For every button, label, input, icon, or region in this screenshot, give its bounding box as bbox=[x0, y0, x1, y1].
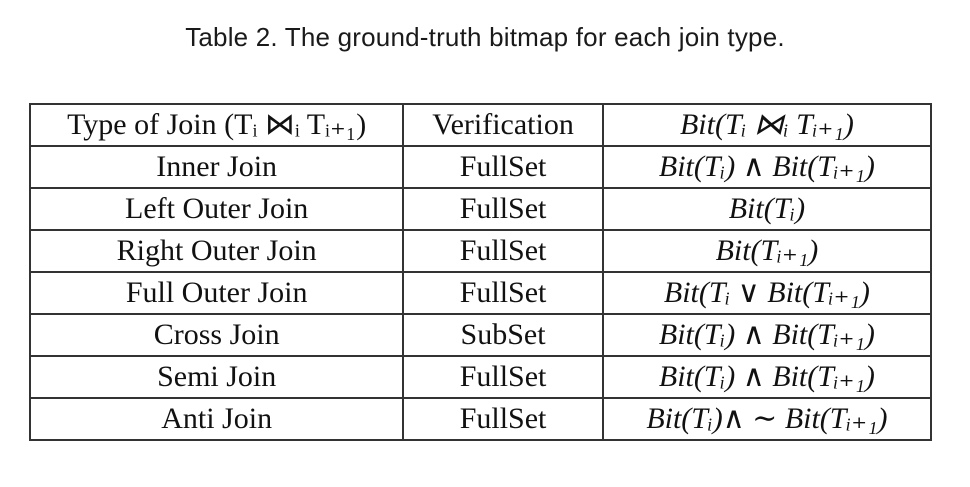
join-type-cell: Anti Join bbox=[28, 397, 405, 441]
verification-cell: FullSet bbox=[402, 271, 604, 315]
join-type-cell: Semi Join bbox=[28, 355, 405, 399]
table-row: Right Outer Join FullSet Bit(Tᵢ₊₁) bbox=[28, 229, 933, 273]
table-header-row: Type of Join (Tᵢ ⋈ᵢ Tᵢ₊₁) Verification B… bbox=[28, 103, 933, 147]
bitmap-cell: Bit(Tᵢ ∨ Bit(Tᵢ₊₁) bbox=[601, 271, 933, 315]
table-row: Inner Join FullSet Bit(Tᵢ) ∧ Bit(Tᵢ₊₁) bbox=[28, 145, 933, 189]
table-row: Full Outer Join FullSet Bit(Tᵢ ∨ Bit(Tᵢ₊… bbox=[28, 271, 933, 315]
verification-cell: FullSet bbox=[402, 355, 604, 399]
verification-cell: FullSet bbox=[402, 397, 604, 441]
join-type-cell: Right Outer Join bbox=[28, 229, 405, 273]
bitmap-cell: Bit(Tᵢ) ∧ Bit(Tᵢ₊₁) bbox=[601, 145, 933, 189]
join-type-cell: Inner Join bbox=[28, 145, 405, 189]
bitmap-cell: Bit(Tᵢ) ∧ Bit(Tᵢ₊₁) bbox=[601, 355, 933, 399]
verification-cell: FullSet bbox=[402, 187, 604, 231]
table-caption: Table 2. The ground-truth bitmap for eac… bbox=[185, 22, 785, 52]
bitmap-cell: Bit(Tᵢ) bbox=[601, 187, 933, 231]
bitmap-cell: Bit(Tᵢ)∧ ∼ Bit(Tᵢ₊₁) bbox=[601, 397, 933, 441]
join-bitmap-table: Type of Join (Tᵢ ⋈ᵢ Tᵢ₊₁) Verification B… bbox=[28, 103, 933, 441]
bitmap-cell: Bit(Tᵢ) ∧ Bit(Tᵢ₊₁) bbox=[601, 313, 933, 357]
table-row: Anti Join FullSet Bit(Tᵢ)∧ ∼ Bit(Tᵢ₊₁) bbox=[28, 397, 933, 441]
header-bitmap: Bit(Tᵢ ⋈ᵢ Tᵢ₊₁) bbox=[601, 103, 933, 147]
bitmap-cell: Bit(Tᵢ₊₁) bbox=[601, 229, 933, 273]
verification-cell: SubSet bbox=[402, 313, 604, 357]
table-row: Left Outer Join FullSet Bit(Tᵢ) bbox=[28, 187, 933, 231]
join-type-cell: Left Outer Join bbox=[28, 187, 405, 231]
join-type-cell: Full Outer Join bbox=[28, 271, 405, 315]
header-verification: Verification bbox=[402, 103, 604, 147]
header-type-of-join: Type of Join (Tᵢ ⋈ᵢ Tᵢ₊₁) bbox=[28, 103, 405, 147]
verification-cell: FullSet bbox=[402, 229, 604, 273]
verification-cell: FullSet bbox=[402, 145, 604, 189]
table-row: Semi Join FullSet Bit(Tᵢ) ∧ Bit(Tᵢ₊₁) bbox=[28, 355, 933, 399]
join-type-cell: Cross Join bbox=[28, 313, 405, 357]
table-row: Cross Join SubSet Bit(Tᵢ) ∧ Bit(Tᵢ₊₁) bbox=[28, 313, 933, 357]
